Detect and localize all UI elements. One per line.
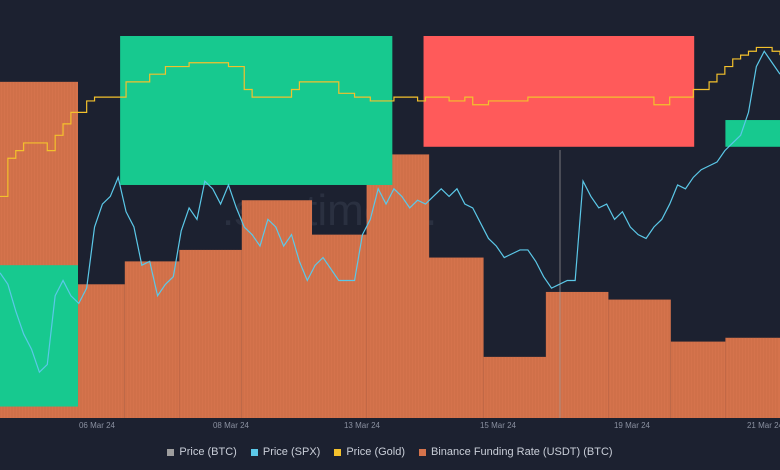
zone-green-2: [120, 36, 393, 185]
funding-bar-10: [546, 291, 609, 418]
x-tick-label: 06 Mar 24: [79, 421, 116, 430]
zone-green-1: [0, 265, 78, 407]
funding-bar-4: [179, 249, 242, 418]
zone-red-1: [423, 36, 695, 147]
legend-item-spx[interactable]: Price (SPX): [250, 446, 321, 458]
funding-bar-12: [670, 341, 726, 418]
price-lines: [0, 46, 780, 418]
x-tick-label: 15 Mar 24: [480, 421, 517, 430]
funding-bar-3: [124, 261, 180, 418]
legend-label-gold: Price (Gold): [346, 446, 406, 458]
x-tick-label: 21 Mar 24: [747, 421, 780, 430]
signal-zones: [0, 36, 780, 407]
spx-line: [0, 50, 780, 374]
legend-item-gold[interactable]: Price (Gold): [334, 446, 405, 458]
legend-item-btc[interactable]: Price (BTC): [167, 446, 237, 458]
legend-item-funding[interactable]: Binance Funding Rate (USDT) (BTC): [419, 446, 613, 458]
legend-swatch-btc: [167, 448, 175, 456]
x-tick-label: 19 Mar 24: [614, 421, 651, 430]
x-axis: 06 Mar 24 08 Mar 24 13 Mar 24 15 Mar 24 19 M…: [79, 421, 780, 430]
funding-bar-5: [241, 200, 312, 418]
gold-line: [0, 46, 780, 198]
legend-swatch-funding: [419, 448, 427, 456]
legend-label-funding: Binance Funding Rate (USDT) (BTC): [431, 446, 613, 458]
funding-bar-7: [366, 154, 429, 419]
funding-bar-11: [608, 299, 671, 418]
funding-bar-9: [483, 356, 546, 418]
funding-bar-2: [78, 284, 125, 418]
legend-swatch-gold: [334, 448, 342, 456]
funding-bars: [0, 81, 780, 419]
x-tick-label: 13 Mar 24: [344, 421, 381, 430]
legend-label-btc: Price (BTC): [179, 446, 237, 458]
legend-label-spx: Price (SPX): [262, 446, 321, 458]
legend-swatch-spx: [250, 448, 258, 456]
legend: Price (BTC) Price (SPX) Price (Gold) Bin…: [0, 443, 780, 461]
zone-green-3: [725, 120, 780, 147]
x-tick-label: 08 Mar 24: [213, 421, 250, 430]
